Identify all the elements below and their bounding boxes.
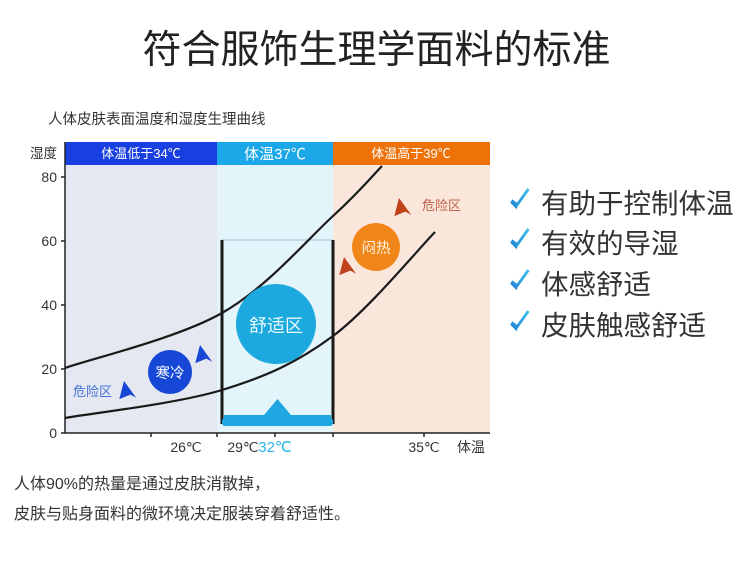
svg-text:29℃: 29℃ — [227, 439, 258, 455]
svg-text:湿度: 湿度 — [30, 146, 57, 161]
svg-text:闷热: 闷热 — [362, 240, 391, 257]
svg-text:有助于控制体温: 有助于控制体温 — [541, 188, 734, 219]
svg-text:体温37℃: 体温37℃ — [244, 146, 306, 163]
svg-text:32℃: 32℃ — [258, 439, 292, 456]
svg-text:皮肤触感舒适: 皮肤触感舒适 — [541, 310, 706, 341]
svg-text:体感舒适: 体感舒适 — [541, 269, 651, 300]
svg-text:20: 20 — [41, 361, 57, 377]
svg-text:体温高于39℃: 体温高于39℃ — [371, 146, 450, 161]
svg-text:体温低于34℃: 体温低于34℃ — [101, 146, 180, 161]
svg-text:危险区: 危险区 — [422, 198, 461, 213]
svg-text:有效的导湿: 有效的导湿 — [541, 228, 679, 259]
svg-text:体温: 体温 — [457, 439, 485, 455]
svg-text:60: 60 — [41, 233, 57, 249]
svg-text:寒冷: 寒冷 — [156, 364, 185, 382]
svg-text:0: 0 — [49, 425, 57, 441]
svg-text:舒适区: 舒适区 — [249, 316, 303, 336]
svg-text:26℃: 26℃ — [170, 439, 201, 455]
svg-text:80: 80 — [41, 169, 57, 185]
svg-text:40: 40 — [41, 297, 57, 313]
svg-text:35℃: 35℃ — [408, 439, 439, 455]
svg-text:危险区: 危险区 — [73, 384, 112, 399]
